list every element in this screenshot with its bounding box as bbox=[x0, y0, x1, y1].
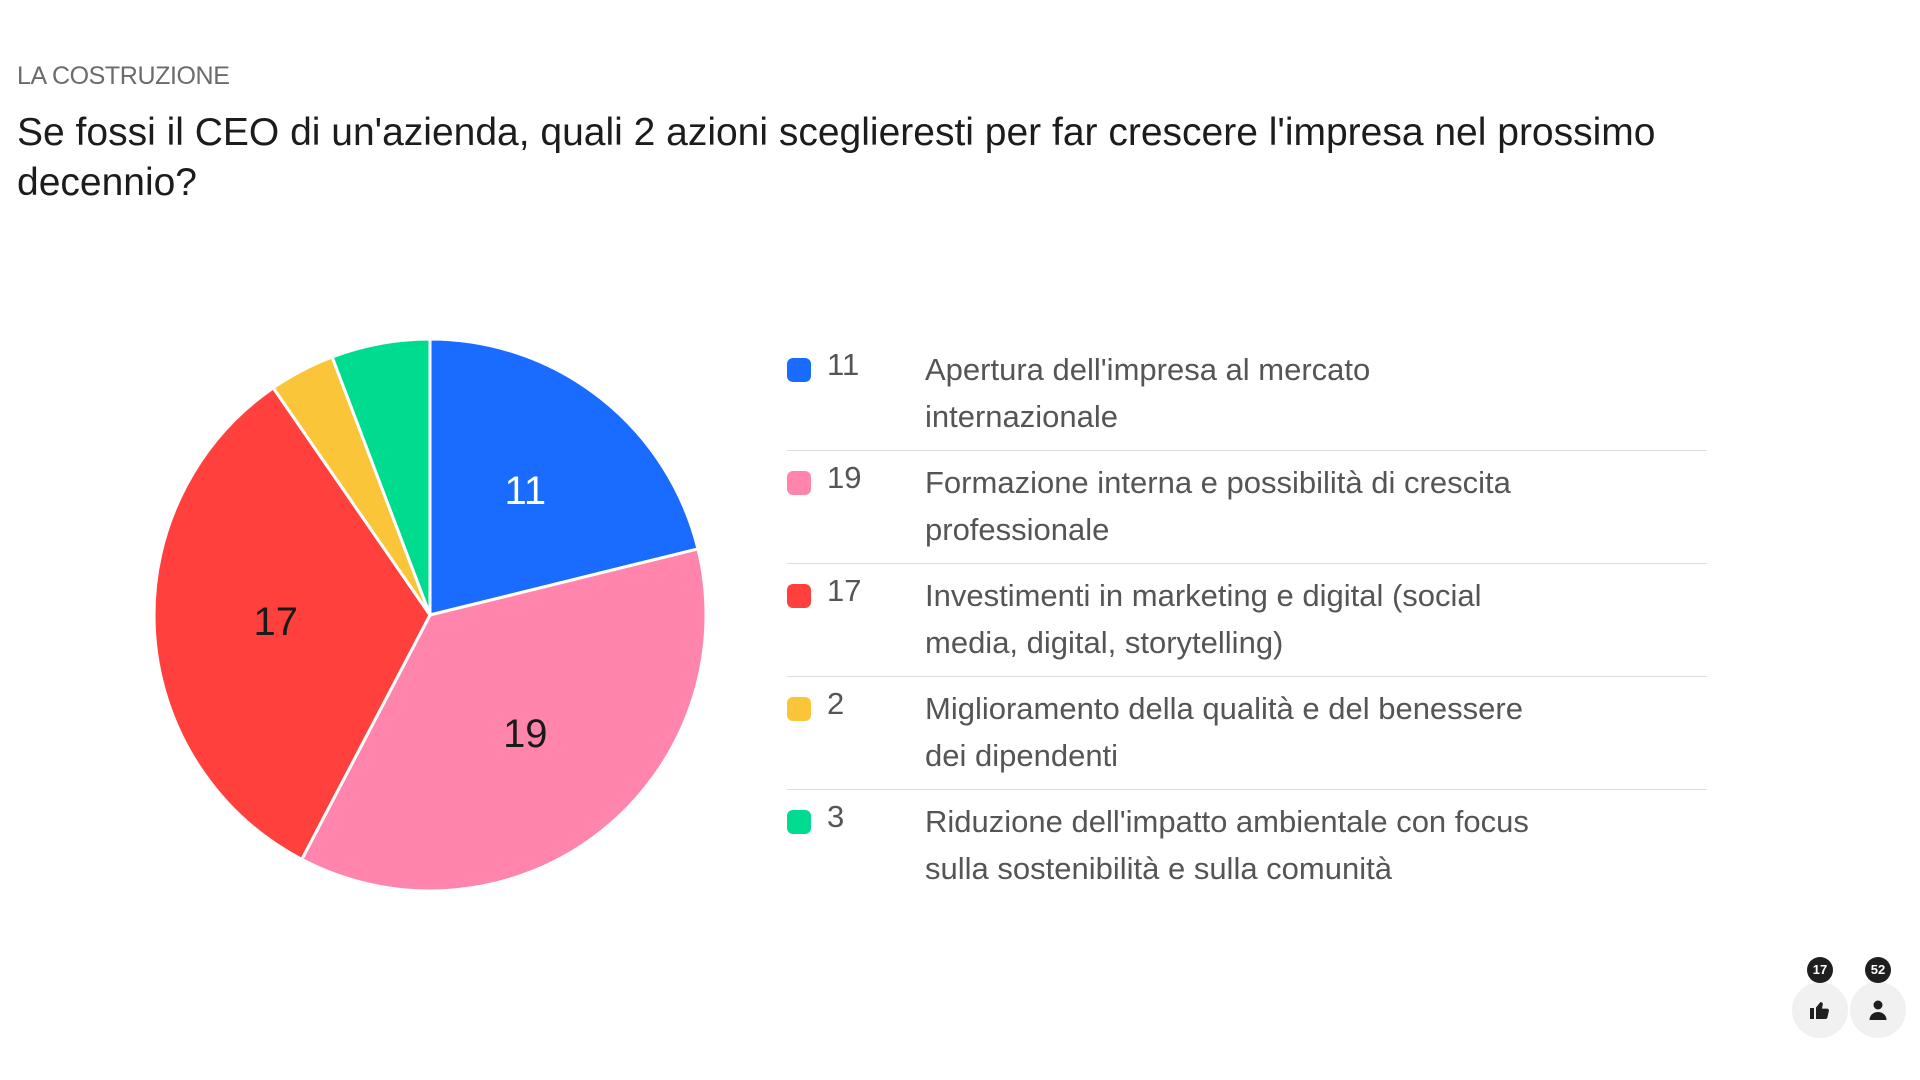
legend-item: 17 Investimenti in marketing e digital (… bbox=[787, 564, 1707, 677]
legend-count: 19 bbox=[827, 460, 862, 495]
legend-label: Apertura dell'impresa al mercato interna… bbox=[925, 352, 1371, 434]
like-button[interactable] bbox=[1792, 982, 1848, 1038]
legend-label: Miglioramento della qualità e del beness… bbox=[925, 691, 1523, 773]
pie-slice bbox=[330, 337, 432, 617]
pie-slice-label: 11 bbox=[505, 469, 547, 513]
legend-item: 3 Riduzione dell'impatto ambientale con … bbox=[787, 790, 1707, 903]
participants-button[interactable] bbox=[1850, 982, 1906, 1038]
legend-item: 11 Apertura dell'impresa al mercato inte… bbox=[787, 338, 1707, 451]
legend-item: 19 Formazione interna e possibilità di c… bbox=[787, 451, 1707, 564]
likes-counter: 17 bbox=[1792, 957, 1852, 1038]
legend-swatch bbox=[787, 697, 811, 721]
participants-counter: 52 bbox=[1850, 957, 1910, 1038]
person-icon bbox=[1869, 1000, 1887, 1020]
legend-item: 2 Miglioramento della qualità e del bene… bbox=[787, 677, 1707, 790]
pie-slice bbox=[428, 337, 700, 617]
legend-count: 2 bbox=[827, 686, 845, 721]
pie-slice bbox=[152, 386, 432, 861]
legend-swatch bbox=[787, 471, 811, 495]
pie-slice bbox=[300, 547, 708, 893]
legend-label: Riduzione dell'impatto ambientale con fo… bbox=[925, 804, 1529, 886]
legend-label: Formazione interna e possibilità di cres… bbox=[925, 465, 1511, 547]
pie-chart-svg: 11 19 17 bbox=[152, 337, 708, 893]
pie-chart: 11 19 17 bbox=[140, 325, 720, 905]
legend-count: 11 bbox=[827, 347, 860, 382]
legend-swatch bbox=[787, 584, 811, 608]
legend-count: 17 bbox=[827, 573, 862, 608]
legend-label: Investimenti in marketing e digital (soc… bbox=[925, 578, 1482, 660]
pie-slice-label: 17 bbox=[253, 600, 298, 644]
chart-legend: 11 Apertura dell'impresa al mercato inte… bbox=[787, 338, 1707, 903]
likes-count-badge: 17 bbox=[1807, 957, 1833, 983]
participants-count-badge: 52 bbox=[1865, 957, 1891, 983]
legend-swatch bbox=[787, 810, 811, 834]
legend-swatch bbox=[787, 358, 811, 382]
legend-count: 3 bbox=[827, 799, 845, 834]
section-kicker: LA COSTRUZIONE bbox=[17, 62, 230, 90]
question-title: Se fossi il CEO di un'azienda, quali 2 a… bbox=[17, 111, 1656, 204]
thumbs-up-icon bbox=[1810, 1002, 1829, 1019]
pie-slice-label: 19 bbox=[503, 712, 548, 756]
